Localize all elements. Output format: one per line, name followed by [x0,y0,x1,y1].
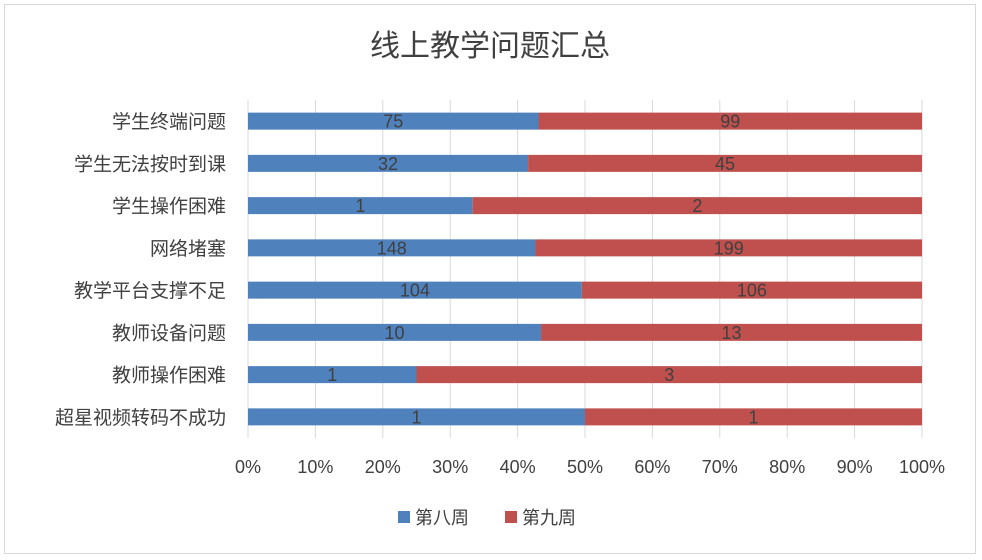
bar-segment-week9 [528,154,922,172]
bar-segment-week9 [416,366,922,384]
x-tick-label: 30% [432,457,468,477]
x-tick-label: 90% [837,457,873,477]
data-label: 13 [722,323,742,343]
x-tick-label: 70% [702,457,738,477]
bar-segment-week9 [538,112,922,130]
bar-segment-week8 [248,323,542,341]
bar-segment-week9 [535,239,922,257]
chart-frame [4,4,976,554]
legend-swatch-week9 [505,511,517,523]
category-label: 教学平台支撑不足 [74,280,226,302]
bar-segment-week8 [248,408,585,426]
gridlines [247,100,923,438]
bar-segment-week8 [248,281,582,299]
legend-label-week9: 第九周 [522,508,576,529]
data-label: 2 [692,196,702,216]
data-label: 3 [664,365,674,385]
data-label: 99 [720,112,740,132]
bar-segment-week8 [248,239,536,257]
category-label: 学生终端问题 [112,111,226,133]
bar-segment-week8 [248,366,417,384]
x-tick-label: 20% [365,457,401,477]
data-label: 148 [377,238,407,258]
data-label: 106 [737,281,767,301]
data-label: 10 [385,323,405,343]
bar-segment-week8 [248,112,539,130]
legend: 第八周 第九周 [398,508,576,529]
data-label: 199 [714,238,744,258]
data-label: 1 [411,407,421,427]
bar-segment-week9 [541,323,922,341]
data-label: 1 [748,407,758,427]
bar-segment-week9 [585,408,922,426]
bar-segment-week9 [581,281,922,299]
category-label: 网络堵塞 [150,238,226,260]
bar-segment-week9 [472,197,922,215]
category-label: 教师设备问题 [112,322,226,344]
legend-label-week8: 第八周 [415,508,469,529]
x-tick-label: 0% [235,457,261,477]
data-label: 104 [400,281,430,301]
data-label: 1 [327,365,337,385]
category-label: 学生无法按时到课 [74,153,226,175]
x-tick-label: 50% [567,457,603,477]
x-tick-label: 40% [500,457,536,477]
category-label: 教师操作困难 [112,365,226,387]
x-tick-label: 80% [769,457,805,477]
chart-title: 线上教学问题汇总 [370,29,610,64]
x-tick-label: 60% [634,457,670,477]
bar-segment-week8 [248,197,473,215]
category-labels: 学生终端问题学生无法按时到课学生操作困难网络堵塞教学平台支撑不足教师设备问题教师… [55,111,226,429]
x-axis-ticks: 0% 10% 20% 30% 40% 50% 60% 70% 80% 90% 100% [235,457,945,477]
data-label: 32 [378,154,398,174]
data-label: 1 [355,196,365,216]
x-tick-label: 10% [297,457,333,477]
data-label: 45 [715,154,735,174]
category-label: 学生操作困难 [112,196,226,218]
category-label: 超星视频转码不成功 [55,407,226,429]
x-tick-label: 100% [899,457,945,477]
bar-segment-week8 [248,154,529,172]
legend-swatch-week8 [398,511,410,523]
data-label: 75 [383,112,403,132]
